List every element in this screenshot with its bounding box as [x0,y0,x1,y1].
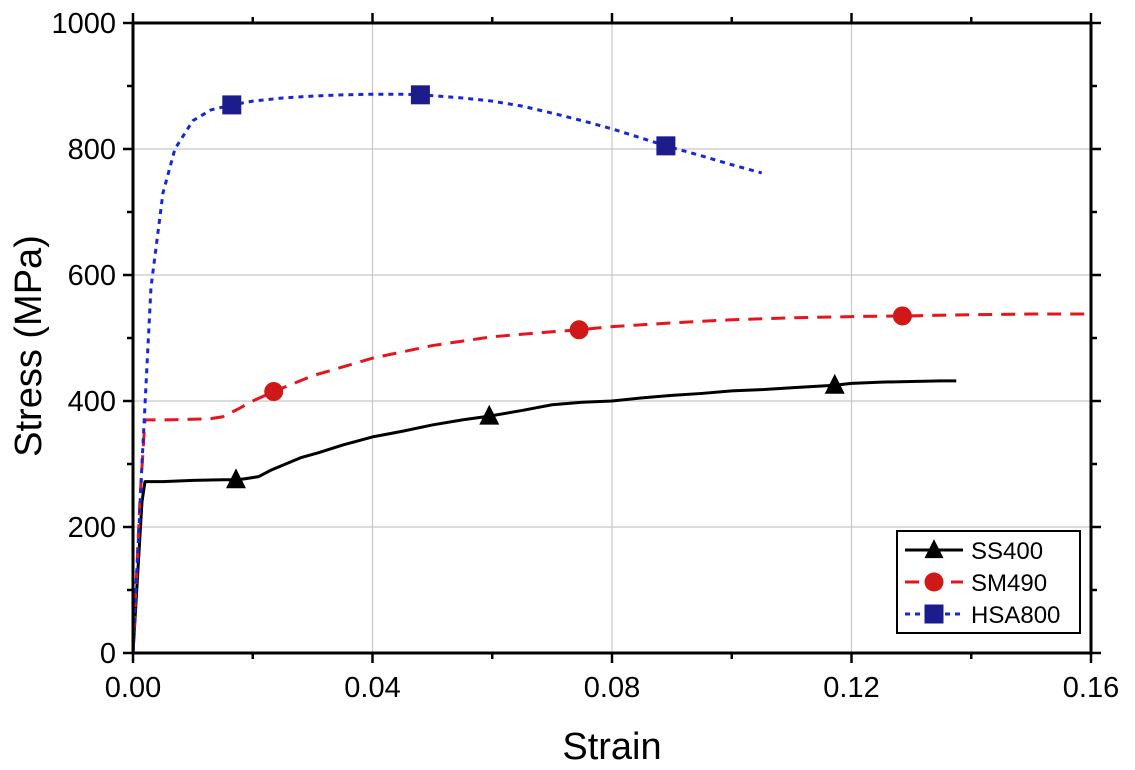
x-tick-label: 0.16 [1063,672,1119,704]
series-line-ss400 [131,379,957,654]
data-point-ss400 [824,373,845,394]
data-point-sm490 [569,320,589,340]
legend-item-hsa800: HSA800 [905,602,1060,629]
x-axis-title: Strain [562,726,661,768]
legend-label: SS400 [971,538,1043,565]
y-tick-label: 200 [68,512,116,544]
legend-marker [924,604,944,624]
x-tick-label: 0.08 [584,672,640,704]
y-tick-label: 400 [68,386,116,418]
legend-item-sm490: SM490 [905,570,1047,597]
series-ss400 [131,373,957,654]
legend-marker [924,539,944,559]
legend-item-ss400: SS400 [905,538,1043,565]
x-tick-label: 0.04 [344,672,400,704]
x-tick-label: 0.12 [823,672,879,704]
data-point-hsa800 [656,136,676,156]
series-layer [131,85,1091,654]
data-point-ss400 [225,468,246,489]
axis-ticks [123,13,1101,663]
legend: SS400 SM490 HSA800 [896,530,1081,634]
series-line-hsa800 [131,92,763,654]
y-tick-label: 1000 [51,8,116,40]
series-sm490 [131,306,1091,654]
data-point-hsa800 [222,95,242,115]
tick-labels: 0.00 0.04 0.08 0.12 0.16 0 200 400 600 800 1000 [51,8,1119,704]
legend-label: HSA800 [971,602,1060,629]
y-tick-label: 800 [68,134,116,166]
x-tick-label: 0.00 [105,672,161,704]
data-point-sm490 [264,382,284,402]
legend-label: SM490 [971,570,1047,597]
y-tick-label: 600 [68,260,116,292]
data-point-ss400 [479,404,500,425]
legend-marker [924,572,944,592]
data-point-sm490 [892,306,912,326]
series-hsa800 [131,85,763,654]
data-point-hsa800 [410,85,430,105]
y-axis-title: Stress (MPa) [8,235,50,457]
y-tick-label: 0 [100,638,116,670]
series-line-sm490 [131,312,1091,654]
